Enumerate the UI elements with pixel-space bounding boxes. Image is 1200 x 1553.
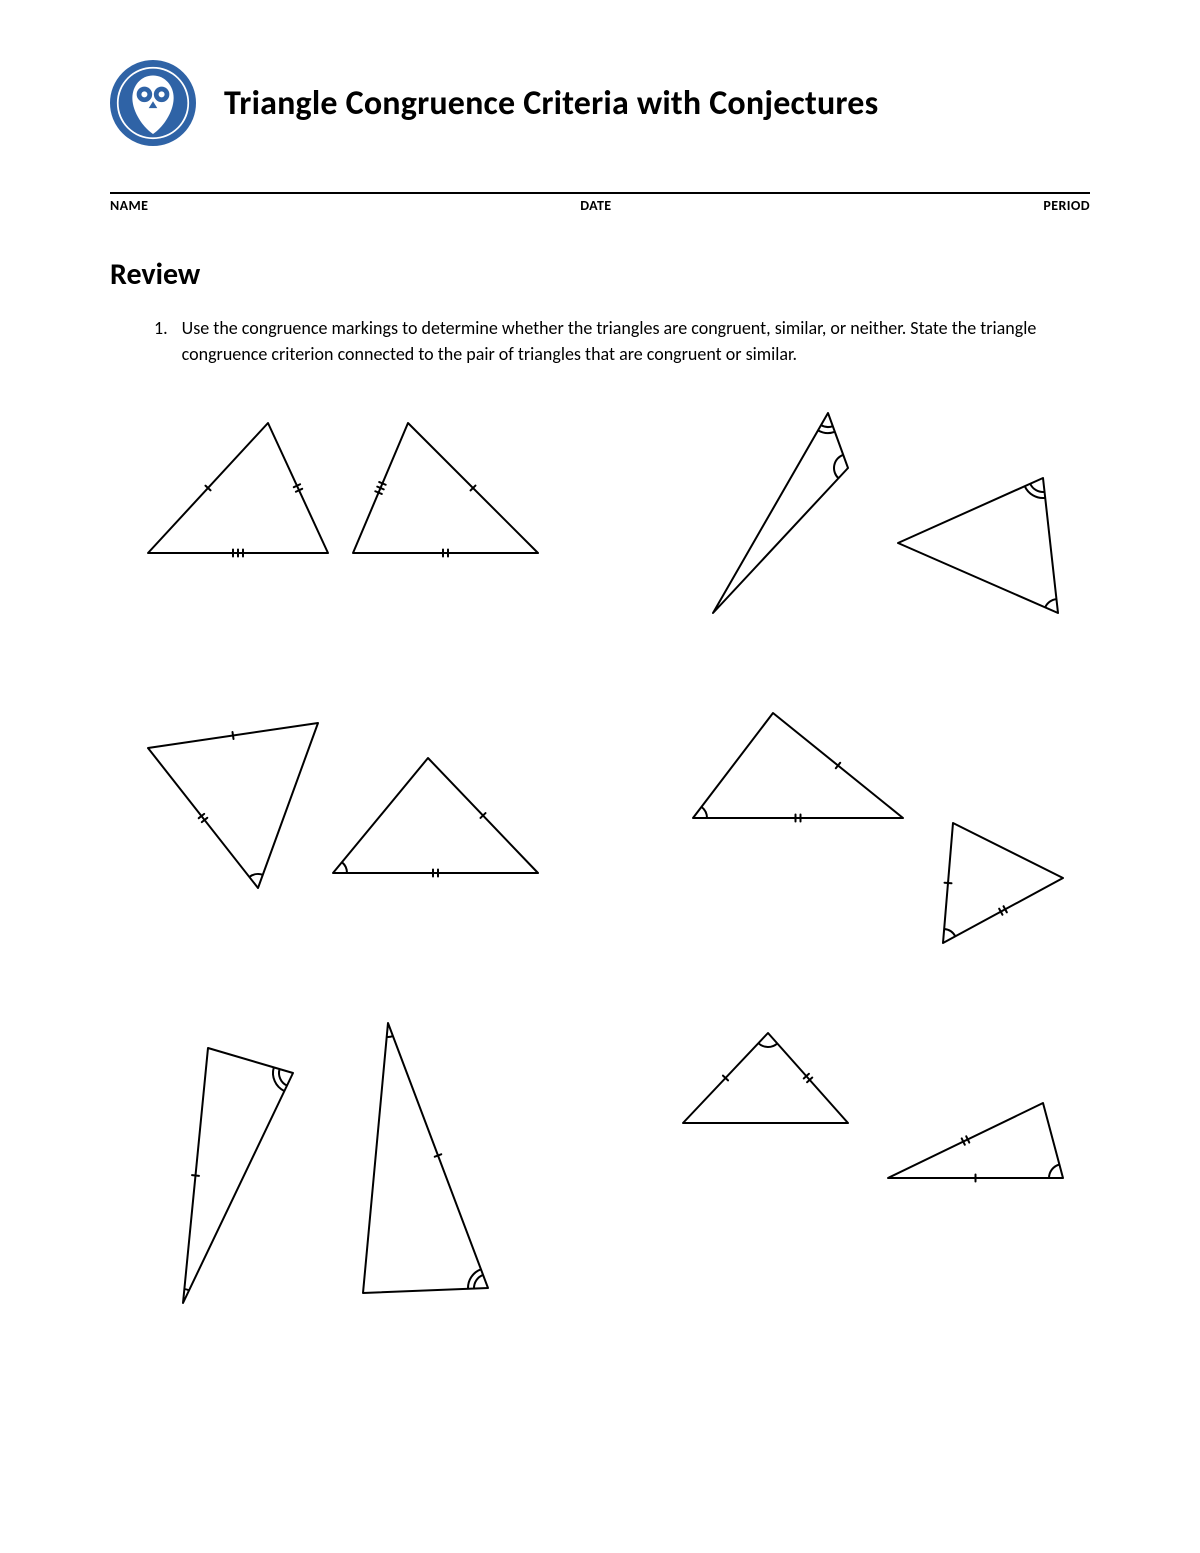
triangle-pair (635, 703, 1090, 943)
pair-f-figure (653, 1013, 1073, 1193)
header: Triangle Congruence Criteria with Conjec… (110, 60, 1090, 146)
worksheet-page: Triangle Congruence Criteria with Conjec… (0, 0, 1200, 1553)
triangle-pair (110, 703, 565, 943)
question-text: Use the congruence markings to determine… (182, 315, 1090, 367)
owl-logo-icon (110, 60, 196, 146)
question-number: 1. (154, 315, 168, 367)
period-label: PERIOD (1043, 197, 1090, 214)
section-heading: Review (110, 256, 1090, 293)
date-label: DATE (580, 197, 611, 214)
pair-b-figure (653, 403, 1073, 633)
triangle-pair (635, 403, 1090, 633)
triangle-pair (635, 1013, 1090, 1313)
pair-a-figure (128, 403, 548, 583)
triangle-pairs-grid (110, 403, 1090, 1313)
name-date-period-bar: NAME DATE PERIOD (110, 192, 1090, 214)
triangle-pair (110, 403, 565, 633)
pair-d-figure (653, 703, 1073, 943)
pair-c-figure (128, 703, 548, 903)
triangle-pair (110, 1013, 565, 1313)
pair-e-figure (128, 1013, 548, 1313)
name-label: NAME (110, 197, 148, 214)
page-title: Triangle Congruence Criteria with Conjec… (224, 83, 878, 124)
question-1: 1. Use the congruence markings to determ… (110, 315, 1090, 367)
